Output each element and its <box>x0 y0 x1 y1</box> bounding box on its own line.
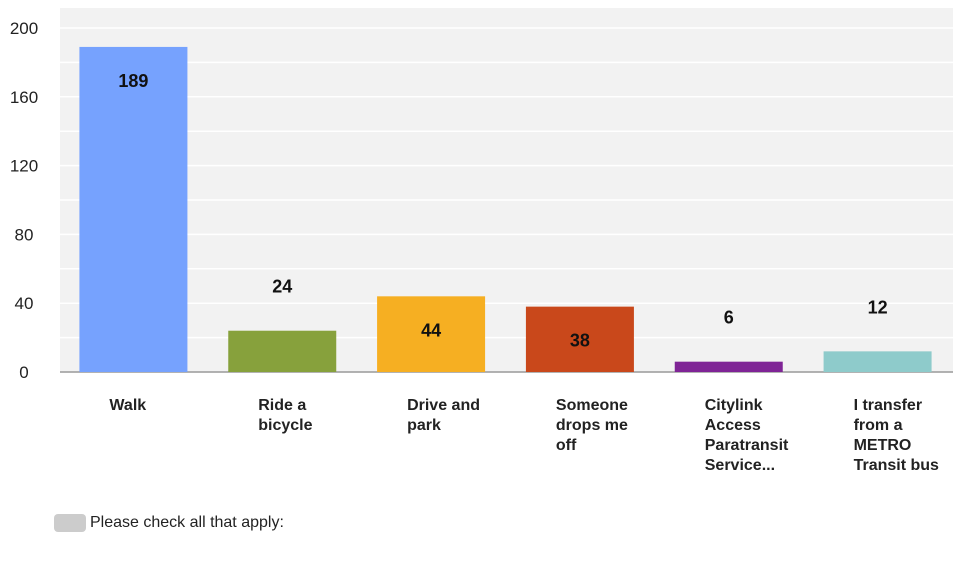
y-tick-label: 160 <box>10 88 38 107</box>
data-label: 12 <box>868 297 888 317</box>
x-tick-label-line: Service... <box>705 457 775 474</box>
y-axis-ticks: 0 40 80 120 160 200 <box>10 19 38 382</box>
grid-layer <box>60 27 953 373</box>
x-tick-label-line: Drive and <box>407 397 480 414</box>
x-tick-label: Someone drops me off <box>556 397 628 454</box>
y-tick-label: 200 <box>10 19 38 38</box>
x-tick-label: Ride a bicycle <box>258 397 312 434</box>
plot-background <box>60 8 953 372</box>
bar[interactable] <box>228 330 337 372</box>
x-tick-label-line: METRO <box>854 437 912 454</box>
x-axis-labels: Walk Ride a bicycle Drive and park Someone dro… <box>109 397 939 474</box>
data-label: 189 <box>118 71 148 91</box>
x-tick-label-line: off <box>556 437 577 454</box>
bar[interactable] <box>79 46 188 373</box>
x-tick-label: Citylink Access Paratransit Service... <box>705 397 789 474</box>
data-label: 44 <box>421 320 441 340</box>
x-tick-label-line: Ride a <box>258 397 306 414</box>
x-tick-label-line: Citylink <box>705 397 763 414</box>
data-label: 24 <box>272 277 292 297</box>
y-tick-label: 120 <box>10 157 38 176</box>
x-tick-label-line: I transfer <box>854 397 922 414</box>
legend-swatch <box>54 514 86 532</box>
bar[interactable] <box>525 306 634 372</box>
bar[interactable] <box>377 296 486 372</box>
x-tick-label: I transfer from a METRO Transit bus <box>854 397 939 474</box>
x-tick-label: Drive and park <box>407 397 480 434</box>
x-tick-label: Walk <box>109 397 146 414</box>
x-tick-label-line: Access <box>705 417 761 434</box>
y-tick-label: 0 <box>19 363 28 382</box>
x-tick-label-line: drops me <box>556 417 628 434</box>
data-label: 6 <box>724 308 734 328</box>
y-tick-label: 40 <box>15 294 34 313</box>
legend-label: Please check all that apply: <box>90 514 284 531</box>
legend: Please check all that apply: <box>54 514 284 532</box>
x-tick-label-line: Paratransit <box>705 437 789 454</box>
bars <box>79 46 932 373</box>
x-tick-label-line: park <box>407 417 441 434</box>
data-label: 38 <box>570 331 590 351</box>
x-tick-label-line: bicycle <box>258 417 312 434</box>
x-tick-label-line: Transit bus <box>854 457 939 474</box>
y-tick-label: 80 <box>15 225 34 244</box>
x-tick-label-line: from a <box>854 417 903 434</box>
x-tick-label-line: Someone <box>556 397 628 414</box>
x-tick-label-line: Walk <box>109 397 146 414</box>
bar[interactable] <box>674 361 783 372</box>
bar[interactable] <box>823 351 932 372</box>
data-labels: 189 24 44 38 6 12 <box>118 71 887 351</box>
